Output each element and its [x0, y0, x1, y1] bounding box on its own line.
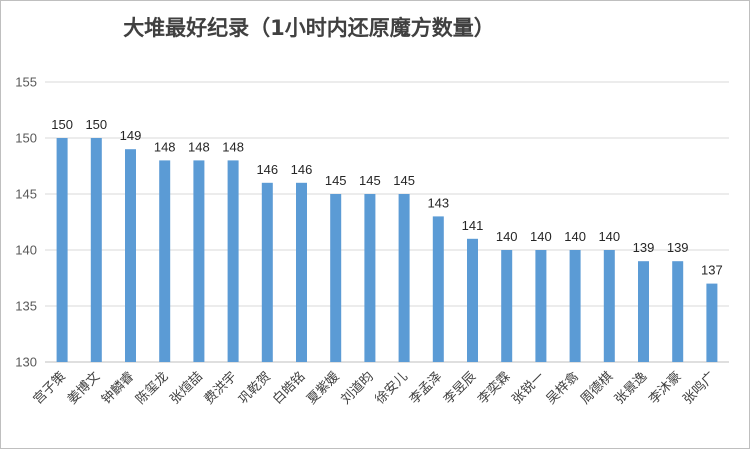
y-tick-label: 150 — [15, 131, 37, 146]
bar-8 — [296, 182, 307, 362]
bar-1 — [56, 138, 68, 362]
data-label: 146 — [291, 162, 313, 177]
category-label: 张景逸 — [612, 369, 650, 407]
category-label: 夏紫媛 — [304, 369, 342, 407]
data-label: 145 — [325, 173, 347, 188]
data-label: 150 — [85, 117, 107, 132]
bar-3 — [125, 149, 136, 362]
y-tick-label: 130 — [15, 355, 37, 370]
y-tick-label: 155 — [15, 75, 37, 90]
category-label: 李奕霖 — [475, 369, 514, 408]
bar-15 — [535, 250, 547, 362]
category-label: 徐安儿 — [373, 369, 411, 407]
bar-12 — [432, 216, 444, 362]
x-axis-categories: 宫子策姜博文钟麟睿陈玺龙张煊喆费洪宇巩乾贺白皓铭夏紫媛刘道昀徐安儿李孟泽李昱辰李… — [30, 369, 719, 408]
bar-18 — [638, 261, 649, 362]
y-axis-ticks: 130 135 140 145 150 155 — [15, 75, 37, 370]
category-label: 刘道昀 — [339, 369, 377, 407]
y-tick-label: 135 — [15, 299, 37, 314]
category-label: 白皓铭 — [269, 369, 308, 408]
category-label: 李孟泽 — [407, 369, 445, 407]
category-label: 张煊喆 — [168, 369, 206, 407]
category-label: 钟麟睿 — [98, 369, 137, 408]
category-label: 李沐豪 — [646, 369, 685, 408]
data-label: 148 — [188, 139, 210, 154]
data-label: 148 — [154, 139, 176, 154]
data-label: 149 — [120, 128, 142, 143]
category-label: 吴梓翕 — [543, 369, 582, 408]
bar-9 — [330, 194, 342, 362]
data-label: 145 — [359, 173, 381, 188]
category-label: 张锐一 — [510, 369, 548, 407]
category-label: 周德棋 — [578, 369, 616, 407]
category-label: 李昱辰 — [441, 369, 479, 407]
bar-2 — [90, 138, 102, 362]
bar-19 — [672, 261, 684, 362]
data-label: 139 — [667, 240, 689, 255]
bar-17 — [603, 250, 615, 362]
bar-16 — [569, 250, 581, 362]
bar-10 — [364, 194, 376, 362]
data-label: 140 — [598, 229, 620, 244]
data-label: 145 — [393, 173, 415, 188]
gridlines — [45, 81, 729, 363]
bar-13 — [467, 238, 478, 362]
category-label: 陈玺龙 — [133, 369, 172, 408]
category-label: 巩乾贺 — [236, 369, 274, 407]
category-label: 姜博文 — [65, 369, 103, 407]
y-tick-label: 140 — [15, 243, 37, 258]
bar-5 — [193, 160, 205, 362]
data-label: 140 — [530, 229, 552, 244]
bar-14 — [501, 250, 513, 362]
bar-20 — [706, 283, 718, 362]
data-label: 143 — [427, 195, 449, 210]
data-label: 150 — [51, 117, 73, 132]
bar-11 — [398, 194, 410, 362]
bar-7 — [261, 182, 273, 362]
data-label: 140 — [496, 229, 518, 244]
category-label: 张鸣广 — [680, 369, 719, 408]
bars — [56, 138, 718, 362]
chart-title: 大堆最好纪录（1小时内还原魔方数量） — [123, 16, 495, 40]
bar-6 — [227, 160, 239, 362]
data-label: 140 — [564, 229, 586, 244]
data-label: 146 — [256, 162, 278, 177]
bar-4 — [159, 160, 171, 362]
data-label: 137 — [701, 263, 723, 278]
y-tick-label: 145 — [15, 187, 37, 202]
category-label: 宫子策 — [30, 369, 69, 408]
data-labels: 150 150 149 148 148 148 146 146 145 145 145 143 141 1… — [51, 117, 723, 278]
data-label: 139 — [633, 240, 655, 255]
category-label: 费洪宇 — [202, 369, 240, 407]
data-label: 141 — [462, 218, 484, 233]
data-label: 148 — [222, 139, 244, 154]
